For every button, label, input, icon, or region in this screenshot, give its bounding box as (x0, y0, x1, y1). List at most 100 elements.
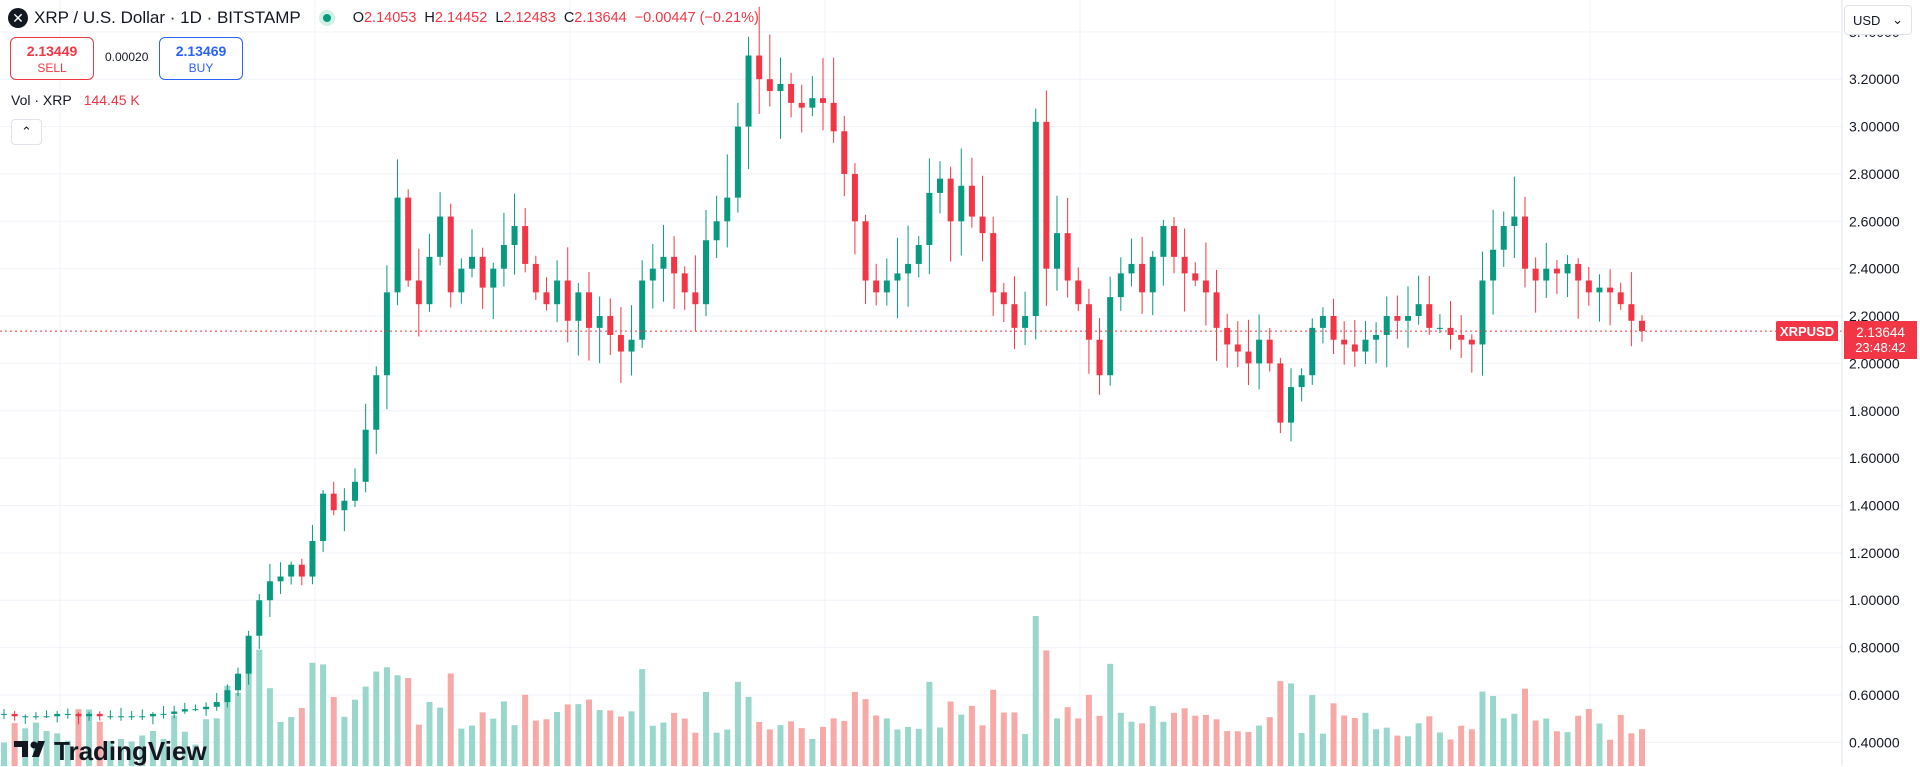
volume-bar (1341, 715, 1348, 766)
candle-body (1000, 292, 1007, 305)
volume-bar (447, 673, 454, 766)
candle-body (628, 339, 635, 352)
volume-bar (1096, 715, 1103, 766)
current-price: 2.13644 (1856, 325, 1905, 341)
y-tick-label: 2.40000 (1849, 261, 1900, 277)
spread-value: 0.00020 (105, 50, 149, 64)
volume-bar (820, 726, 826, 766)
y-tick-label: 0.40000 (1849, 734, 1900, 750)
candle-body (203, 706, 210, 710)
candle-body (330, 493, 337, 511)
currency-select[interactable]: USD ⌄ (1844, 5, 1912, 35)
chevron-down-icon: ⌄ (1892, 12, 1903, 27)
volume-bar (1415, 723, 1422, 766)
candle-body (1054, 233, 1060, 269)
tradingview-logo[interactable]: TradingView (14, 736, 207, 767)
candle-body (692, 292, 699, 305)
volume-bar (1000, 712, 1007, 766)
volume-bar (1628, 733, 1635, 766)
volume-bar (1288, 683, 1294, 766)
candle-body (607, 316, 614, 335)
y-tick-label: 1.40000 (1849, 497, 1900, 513)
x-icon[interactable]: ✕ (8, 8, 28, 28)
candle-body (905, 263, 912, 274)
candle-body (86, 713, 93, 717)
volume-bar (798, 728, 805, 766)
candle-body (703, 240, 709, 305)
volume-bar (1234, 731, 1241, 766)
volume-bar (469, 725, 475, 766)
volume-bar (96, 721, 103, 766)
volume-bar (171, 715, 178, 766)
volume-bar (320, 664, 327, 766)
candle-body (469, 256, 475, 269)
y-tick-label: 1.60000 (1849, 450, 1900, 466)
volume-bar (1490, 695, 1497, 766)
candle-body (1373, 334, 1380, 340)
sell-button[interactable]: 2.13449 SELL (10, 37, 94, 80)
volume-bar (734, 681, 741, 766)
candle-body (118, 716, 124, 718)
volume-bar (788, 721, 795, 766)
collapse-legend-button[interactable]: ⌃ (11, 119, 42, 145)
volume-bar (192, 744, 199, 766)
volume-bar (1362, 712, 1369, 766)
candle-body (22, 716, 29, 718)
volume-bar (1596, 723, 1603, 766)
candle-body (1479, 280, 1486, 345)
volume-bar (1447, 739, 1454, 766)
candle-body (1256, 339, 1263, 364)
volume-bar (671, 712, 678, 766)
volume-bar (288, 717, 295, 766)
candle-body (1213, 292, 1220, 328)
candle-body (1351, 344, 1358, 352)
volume-bar (86, 709, 93, 766)
candle-body (1128, 263, 1135, 274)
candle-body (235, 673, 241, 691)
candle-body (777, 83, 784, 92)
y-tick-label: 2.60000 (1849, 213, 1900, 229)
buy-button[interactable]: 2.13469 BUY (159, 37, 243, 80)
candle-body (149, 713, 156, 717)
volume-bar (777, 725, 784, 766)
high-value: 2.14452 (434, 10, 488, 26)
volume-bar (1085, 694, 1092, 766)
volume-bar (54, 733, 61, 766)
sell-price: 2.13449 (26, 42, 78, 59)
candle-body (809, 98, 816, 108)
candle-body (947, 178, 954, 222)
candle-body (1415, 304, 1422, 317)
volume-bar (1064, 707, 1071, 766)
volume-legend[interactable]: Vol · XRP 144.45 K (11, 92, 140, 108)
market-open-icon (318, 10, 335, 26)
volume-bar (1011, 712, 1018, 766)
candle-body (256, 600, 263, 636)
volume-bar (118, 739, 124, 766)
volume-bar (43, 731, 50, 766)
volume-bar (883, 718, 890, 766)
volume-bar (809, 738, 816, 766)
volume-bar (1500, 718, 1507, 766)
volume-bar (905, 726, 912, 766)
symbol-title[interactable]: XRP / U.S. Dollar · 1D · BITSTAMP (34, 8, 301, 27)
volume-bar (1054, 718, 1060, 766)
volume-bar (107, 740, 114, 766)
volume-bar (1, 742, 7, 766)
candle-body (873, 280, 880, 293)
candle-body (532, 263, 539, 293)
volume-bar (1373, 729, 1380, 766)
volume-bar (958, 714, 965, 766)
y-tick-label: 0.80000 (1849, 640, 1900, 656)
low-value: 2.12483 (503, 10, 556, 26)
volume-bar (1213, 719, 1220, 766)
volume-bar (692, 732, 699, 766)
candle-body (1341, 339, 1348, 345)
candle-body (681, 273, 688, 293)
currency-value: USD (1853, 12, 1881, 28)
candle-body (511, 226, 518, 245)
volume-bar (660, 722, 667, 766)
volume-bar (1543, 718, 1550, 766)
candle-body (639, 280, 646, 340)
